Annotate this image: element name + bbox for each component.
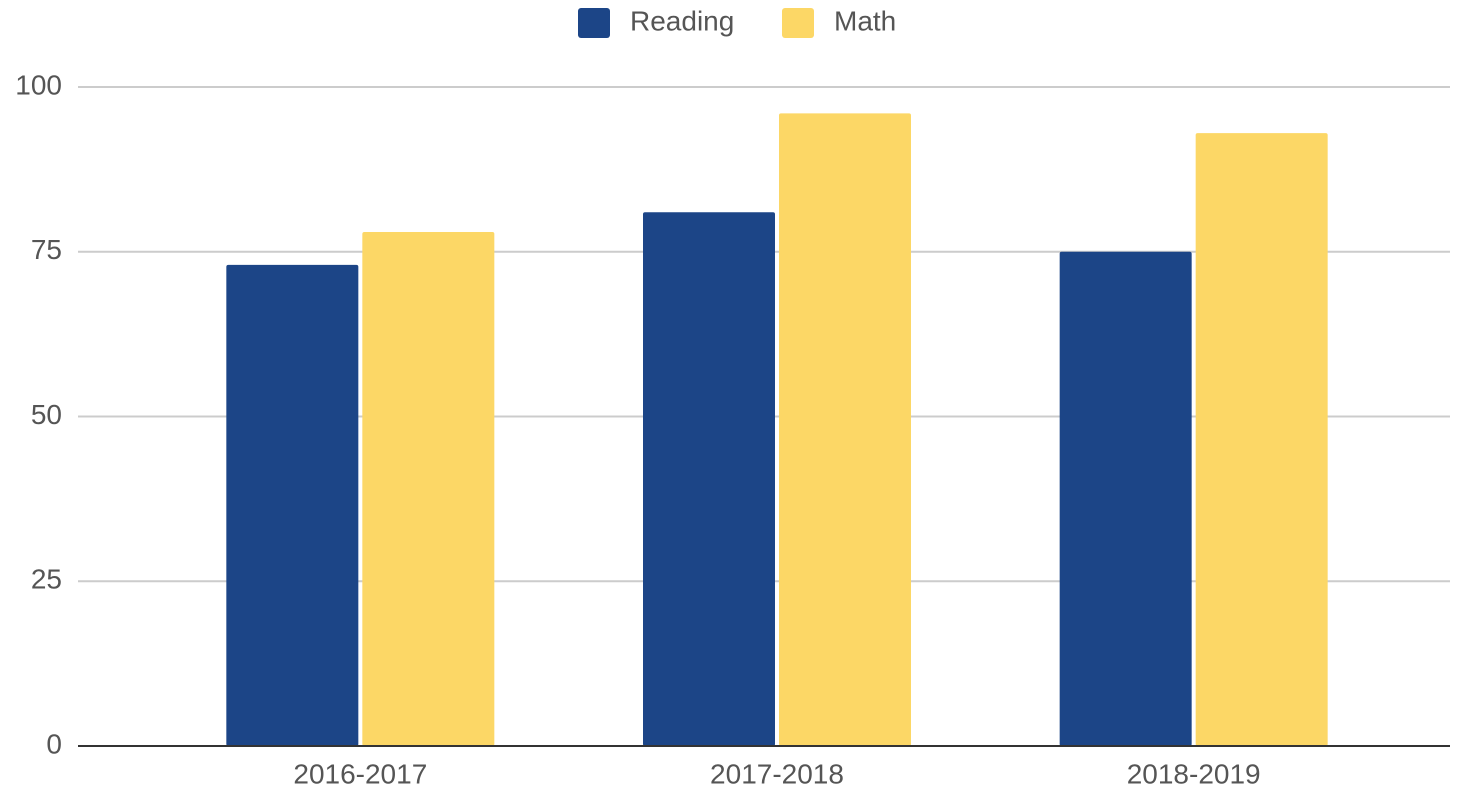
y-tick-label: 25 (31, 564, 62, 595)
x-tick-label: 2018-2019 (1127, 758, 1261, 789)
legend-swatch (782, 8, 814, 38)
bar (1195, 133, 1328, 746)
legend-label: Reading (630, 5, 734, 36)
bar (226, 264, 359, 746)
bar (643, 212, 775, 746)
y-tick-label: 50 (31, 399, 62, 430)
x-tick-label: 2017-2018 (710, 758, 844, 789)
legend-swatch (578, 8, 610, 38)
y-tick-label: 75 (31, 234, 62, 265)
legend-label: Math (834, 5, 896, 36)
bar (362, 231, 495, 747)
y-tick-label: 0 (46, 728, 62, 759)
bar (1059, 251, 1192, 746)
bar (779, 113, 911, 747)
x-tick-label: 2016-2017 (293, 758, 427, 789)
y-tick-label: 100 (15, 69, 62, 100)
